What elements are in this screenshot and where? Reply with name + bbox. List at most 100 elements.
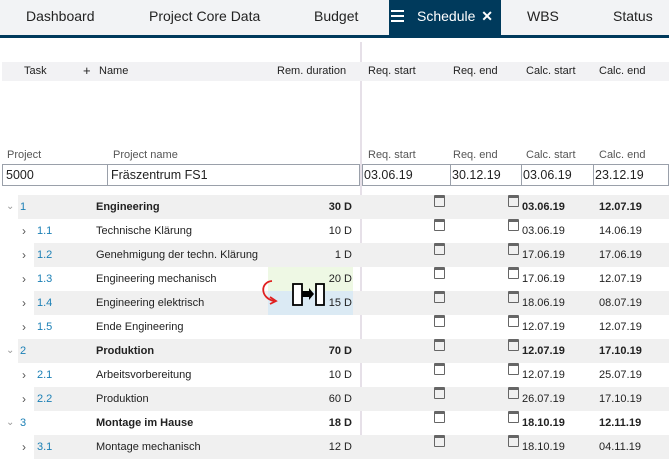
rem-duration: 10 D [328, 369, 352, 381]
calendar-icon[interactable] [508, 243, 519, 255]
col-rem-duration[interactable]: Rem. duration [277, 65, 347, 77]
task-number[interactable]: 1.1 [37, 225, 53, 237]
calendar-icon[interactable] [434, 267, 445, 279]
calendar-icon[interactable] [434, 339, 445, 351]
task-row[interactable]: › 1.2 Genehmigung der techn. Klärung 1 D 17.… [0, 243, 669, 267]
task-row[interactable]: ⌄ 2 Produktion 70 D 12.07.19 17.10.19 [0, 339, 669, 363]
task-row[interactable]: › 1.1 Technische Klärung 10 D 03.06.19 14.06.… [0, 219, 669, 243]
calc-start: 18.10.19 [522, 417, 565, 429]
project-req-end-field[interactable]: 30.12.19 [450, 164, 522, 186]
calendar-icon[interactable] [434, 363, 445, 375]
col-req-start[interactable]: Req. start [368, 65, 416, 77]
calendar-icon[interactable] [508, 363, 519, 375]
chevron-right-icon[interactable]: › [22, 392, 26, 406]
task-number[interactable]: 2.1 [37, 369, 53, 381]
col-task[interactable]: Task [24, 65, 47, 77]
add-icon[interactable]: + [83, 63, 91, 78]
chevron-right-icon[interactable]: › [22, 272, 26, 286]
chevron-right-icon[interactable]: › [22, 440, 26, 454]
col-name[interactable]: Name [99, 65, 129, 77]
tab-status[interactable]: Status [613, 8, 653, 24]
rem-duration: 12 D [328, 441, 352, 453]
tab-bar: Dashboard Project Core Data Budget Sched… [0, 0, 669, 38]
task-number[interactable]: 1.3 [37, 273, 53, 285]
col-calc-end[interactable]: Calc. end [599, 65, 646, 77]
req-start-label: Req. start [368, 149, 416, 161]
calc-end: 17.10.19 [599, 393, 642, 405]
calendar-icon[interactable] [508, 315, 519, 327]
rem-duration: 30 D [328, 201, 352, 213]
calendar-icon[interactable] [434, 195, 445, 207]
menu-icon[interactable] [391, 10, 404, 22]
calc-end: 08.07.19 [599, 297, 642, 309]
tab-budget[interactable]: Budget [314, 8, 359, 24]
task-number[interactable]: 2 [20, 345, 27, 357]
col-calc-start[interactable]: Calc. start [526, 65, 576, 77]
calendar-icon[interactable] [508, 411, 519, 423]
task-number[interactable]: 3.1 [37, 441, 53, 453]
col-req-end[interactable]: Req. end [453, 65, 498, 77]
task-name: Engineering elektrisch [96, 297, 205, 309]
task-name: Montage mechanisch [96, 441, 201, 453]
task-row[interactable]: › 2.1 Arbeitsvorbereitung 10 D 12.07.19 25.07… [0, 363, 669, 387]
calendar-icon[interactable] [508, 435, 519, 447]
chevron-right-icon[interactable]: › [22, 224, 26, 238]
task-number[interactable]: 1.5 [37, 321, 53, 333]
calendar-icon[interactable] [434, 315, 445, 327]
calendar-icon[interactable] [434, 435, 445, 447]
drop-highlight [268, 267, 353, 291]
project-req-start-field[interactable]: 03.06.19 [362, 164, 451, 186]
task-row[interactable]: › 1.5 Ende Engineering 12.07.19 12.07.19 [0, 315, 669, 339]
calendar-icon[interactable] [434, 291, 445, 303]
calendar-icon[interactable] [508, 195, 519, 207]
rem-duration: 60 D [328, 393, 352, 405]
calendar-icon[interactable] [508, 339, 519, 351]
tab-wbs[interactable]: WBS [527, 8, 559, 24]
chevron-down-icon[interactable]: ⌄ [6, 345, 15, 356]
column-header-row [2, 62, 669, 81]
calendar-icon[interactable] [434, 219, 445, 231]
task-number[interactable]: 2.2 [37, 393, 53, 405]
task-number[interactable]: 1.4 [37, 297, 53, 309]
task-number[interactable]: 1.2 [37, 249, 53, 261]
project-label: Project [7, 149, 42, 161]
project-calc-start-field[interactable]: 03.06.19 [521, 164, 594, 186]
task-row[interactable]: › 3.1 Montage mechanisch 12 D 18.10.19 04.11.… [0, 435, 669, 459]
calc-start: 12.07.19 [522, 369, 565, 381]
project-calc-end-field[interactable]: 23.12.19 [593, 164, 669, 186]
rem-duration: 10 D [328, 225, 352, 237]
task-number[interactable]: 3 [20, 417, 27, 429]
task-row[interactable]: ⌄ 1 Engineering 30 D 03.06.19 12.07.19 [0, 195, 669, 219]
task-number[interactable]: 1 [20, 201, 27, 213]
calendar-icon[interactable] [434, 243, 445, 255]
rem-duration: 15 D [328, 297, 352, 309]
chevron-right-icon[interactable]: › [22, 320, 26, 334]
calendar-icon[interactable] [434, 411, 445, 423]
calc-start: 18.06.19 [522, 297, 565, 309]
tab-schedule[interactable]: Schedule ✕ [389, 0, 501, 38]
calendar-icon[interactable] [508, 387, 519, 399]
calendar-icon[interactable] [434, 387, 445, 399]
task-row[interactable]: › 1.3 Engineering mechanisch 20 D 17.06.19 12… [0, 267, 669, 291]
task-name: Arbeitsvorbereitung [96, 369, 192, 381]
calc-start-label: Calc. start [526, 149, 576, 161]
calendar-icon[interactable] [508, 267, 519, 279]
project-name-field[interactable]: Fräszentrum FS1 [107, 164, 360, 186]
chevron-right-icon[interactable]: › [22, 368, 26, 382]
chevron-down-icon[interactable]: ⌄ [6, 417, 15, 428]
calc-end: 14.06.19 [599, 225, 642, 237]
task-row[interactable]: › 1.4 Engineering elektrisch 15 D 18.06.19 08… [0, 291, 669, 315]
chevron-right-icon[interactable]: › [22, 248, 26, 262]
task-row[interactable]: › 2.2 Produktion 60 D 26.07.19 17.10.19 [0, 387, 669, 411]
tab-dashboard[interactable]: Dashboard [26, 8, 95, 24]
calc-start: 12.07.19 [522, 345, 565, 357]
project-id-field[interactable]: 5000 [2, 164, 108, 186]
chevron-down-icon[interactable]: ⌄ [6, 201, 15, 212]
chevron-right-icon[interactable]: › [22, 296, 26, 310]
calendar-icon[interactable] [508, 219, 519, 231]
close-icon[interactable]: ✕ [481, 8, 493, 24]
tab-project-core-data[interactable]: Project Core Data [149, 8, 261, 24]
task-row[interactable]: ⌄ 3 Montage im Hause 18 D 18.10.19 12.11.19 [0, 411, 669, 435]
calc-end: 12.11.19 [599, 417, 642, 429]
calendar-icon[interactable] [508, 291, 519, 303]
